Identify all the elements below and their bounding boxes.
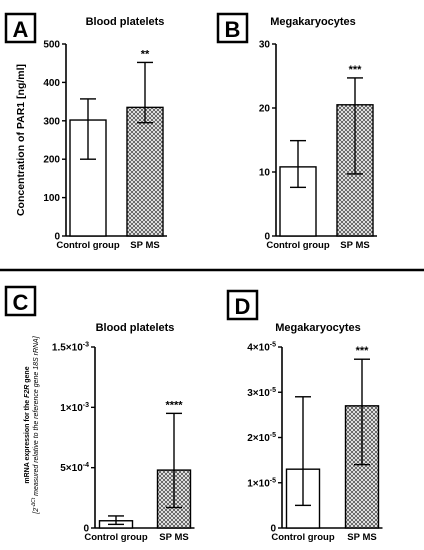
panel-a-category-label: SP MS: [130, 240, 159, 251]
panel-c-category-label: SP MS: [159, 532, 188, 543]
panel-a-y-tick-label: 100: [43, 193, 60, 204]
panel-d-y-tick-label: 0: [270, 524, 276, 535]
panel-d-significance: ***: [356, 345, 370, 357]
panel-d-category-label: SP MS: [347, 532, 376, 543]
panel-d-title: Megakaryocytes: [275, 322, 361, 334]
panel-a-bar-spms: [126, 106, 164, 237]
panel-a-y-tick-label: 0: [54, 232, 60, 243]
tick-exponent: -5: [270, 477, 276, 484]
panel-b-y-tick-label: 0: [264, 232, 270, 243]
panel-c-letter-text: C: [13, 290, 29, 315]
panel-a-title: Blood platelets: [86, 16, 165, 28]
tick-exponent: -5: [270, 387, 276, 394]
tick-mantissa: 0: [83, 524, 89, 535]
panel-c-ylabel-sub-b: measured relative to the reference gene: [33, 370, 40, 498]
panel-c-ylabel-sub-c: ]: [33, 335, 40, 339]
panel-c-ylabel-sub-a: [2: [33, 508, 40, 515]
panel-b-title: Megakaryocytes: [270, 16, 356, 28]
panel-d-y-tick-label: 2×10-5: [247, 432, 276, 444]
panel-c-y-tick-label: 1×10-3: [60, 402, 89, 414]
tick-exponent: -3: [83, 402, 89, 409]
tick-mantissa: 2×10: [247, 433, 270, 444]
tick-exponent: -3: [83, 342, 89, 349]
panel-c-ylabel-sup: -ΔCt: [31, 497, 37, 508]
panel-c-y-tick-label: 5×10-4: [60, 462, 89, 474]
panel-d-y-tick-label: 3×10-5: [247, 387, 276, 399]
panel-b-letter-text: B: [225, 17, 241, 42]
panel-c-y-tick-label: 0: [83, 524, 89, 535]
panel-c-ylabel-gene: F2R: [24, 385, 31, 398]
panel-c-ylabel-main: mRNA expression for the: [24, 398, 31, 484]
panel-c-ylabel-main-end: gene: [24, 366, 31, 384]
panel-b-plot: 0 10 20 30 Control group *** SP MS: [259, 40, 377, 251]
tick-mantissa: 3×10: [247, 388, 270, 399]
panel-c-significance: ****: [165, 399, 183, 411]
panel-a-y-tick-label: 200: [43, 155, 60, 166]
panel-d-letter-text: D: [235, 294, 251, 319]
panel-b-category-label: Control group: [266, 240, 330, 251]
panel-a-letter: A: [4, 12, 37, 44]
panel-a-plot: 0 100 200 300 400 500 Control group ** SP MS: [43, 40, 167, 251]
tick-mantissa: 5×10: [60, 463, 83, 474]
tick-mantissa: 1×10: [247, 478, 270, 489]
panel-d-category-label: Control group: [271, 532, 335, 543]
tick-mantissa: 1×10: [60, 403, 83, 414]
panel-a-significance: **: [141, 48, 150, 60]
tick-mantissa: 0: [270, 524, 276, 535]
tick-mantissa: 4×10: [247, 343, 270, 354]
panel-c-ylabel: mRNA expression for the F2R gene: [24, 366, 31, 483]
tick-exponent: -5: [270, 342, 276, 349]
panel-a-ylabel: Concentration of PAR1 [ng/ml]: [15, 64, 27, 216]
panel-a-category-label: Control group: [56, 240, 120, 251]
panel-a-letter-text: A: [13, 17, 29, 42]
panel-d-letter: D: [226, 289, 259, 321]
panel-c-y-tick-label: 1.5×10-3: [52, 342, 89, 354]
panel-d-y-tick-label: 1×10-5: [247, 477, 276, 489]
panel-c-ylabel-ref: 18S rRNA: [33, 338, 40, 370]
tick-exponent: -5: [270, 432, 276, 439]
panel-b-y-tick-label: 20: [259, 104, 271, 115]
tick-exponent: -4: [83, 462, 89, 469]
panel-d-y-tick-label: 4×10-5: [247, 342, 276, 354]
tick-mantissa: 1.5×10: [52, 343, 83, 354]
panel-b-letter: B: [216, 12, 249, 44]
panel-c-title: Blood platelets: [96, 322, 175, 334]
panel-b-significance: ***: [349, 64, 363, 76]
panel-b-category-label: SP MS: [340, 240, 369, 251]
panel-a-y-tick-label: 500: [43, 40, 60, 51]
panel-c-category-label: Control group: [84, 532, 148, 543]
panel-b-y-tick-label: 10: [259, 168, 271, 179]
panel-b-y-tick-label: 30: [259, 40, 271, 51]
panel-d-bar-spms: [344, 405, 380, 529]
panel-c-ylabel-sub: [2-ΔCt measured relative to the referenc…: [31, 335, 40, 514]
panel-c-letter: C: [4, 285, 37, 317]
panel-a-y-tick-label: 400: [43, 78, 60, 89]
panel-a-y-tick-label: 300: [43, 116, 60, 127]
